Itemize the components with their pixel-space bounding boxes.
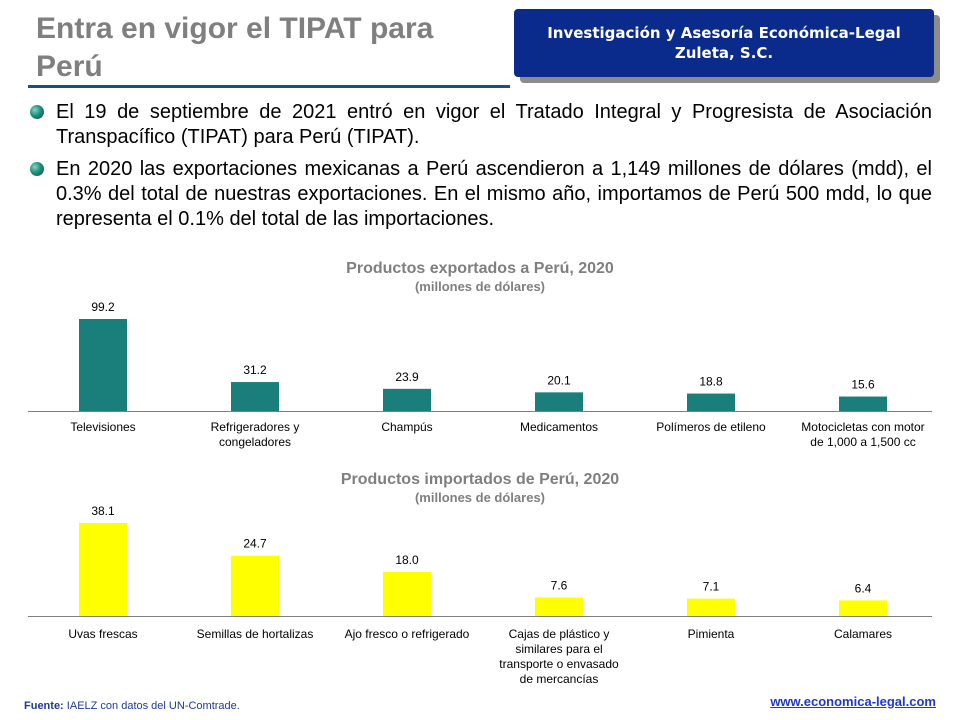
import-value-label: 38.1 [91,504,115,518]
export-value-label: 20.1 [547,373,571,387]
import-value-label: 7.1 [703,580,720,594]
bullet-text: El 19 de septiembre de 2021 entró en vig… [56,101,932,148]
bullet-item: El 19 de septiembre de 2021 entró en vig… [30,100,932,150]
export-category-label: Refrigeradores y congeladores [211,420,300,449]
export-bar [839,396,887,411]
export-bar [535,392,583,411]
export-value-label: 99.2 [91,300,115,314]
export-category-label: Medicamentos [520,420,598,434]
import-bar [535,597,583,616]
export-bar [687,393,735,411]
import-value-label: 7.6 [551,578,568,592]
source-label: Fuente: [24,700,64,712]
export-bar-chart: 99.2 Televisiones 31.2 Refrigeradores y cong… [28,300,932,449]
export-value-label: 23.9 [395,370,419,384]
bullet-text: En 2020 las exportaciones mexicanas a Pe… [56,158,932,230]
import-bar [79,523,127,616]
export-bar [231,382,279,411]
import-bar [687,598,735,616]
import-chart-title: Productos importados de Perú, 2020 [340,471,620,488]
website-link[interactable]: www.economica-legal.com [770,694,936,709]
source-text: IAELZ con datos del UN-Comtrade. [66,700,240,712]
export-chart-title: Productos exportados a Perú, 2020 [346,260,614,277]
footer-source: Fuente: IAELZ con datos del UN-Comtrade. [24,700,240,712]
import-category-label: Ajo fresco o refrigerado [345,627,470,641]
import-bar [231,555,279,616]
import-value-label: 6.4 [855,581,872,595]
import-category-label: Uvas frescas [68,627,137,641]
import-category-label: Pimienta [688,627,735,641]
export-value-label: 31.2 [243,363,267,377]
export-bar [79,319,127,411]
bullet-item: En 2020 las exportaciones mexicanas a Pe… [30,157,932,232]
export-chart-subtitle: (millones de dólares) [414,279,546,294]
import-bar [839,600,887,616]
export-category-label: Champús [381,420,432,434]
export-bar [383,388,431,411]
import-bar-chart: 38.1 Uvas frescas 24.7 Semillas de hortaliz… [28,504,932,686]
import-category-label: Calamares [834,627,892,641]
bullet-sphere-icon [30,162,44,176]
export-category-label: Motocicletas con motor de 1,000 a 1,500 c… [801,420,924,449]
bullet-sphere-icon [30,105,44,119]
export-category-label: Televisiones [70,420,135,434]
export-category-label: Polímeros de etileno [656,420,766,434]
import-category-label: Semillas de hortalizas [197,627,314,641]
export-value-label: 18.8 [699,375,723,389]
company-banner: Investigación y Asesoría Económica-Legal… [514,9,934,77]
title-underline [28,85,510,88]
page-title: Entra en vigor el TIPAT para Perú [36,12,434,83]
import-value-label: 24.7 [243,537,267,551]
banner-line-2: Zuleta, S.C. [674,44,774,62]
import-bar [383,572,431,616]
import-value-label: 18.0 [395,553,419,567]
export-value-label: 15.6 [851,378,875,392]
import-chart-subtitle: (millones de dólares) [414,490,546,505]
bullet-list: El 19 de septiembre de 2021 entró en vig… [30,100,932,239]
banner-line-1: Investigación y Asesoría Económica-Legal [547,24,901,42]
import-category-label: Cajas de plástico y similares para el tran… [499,627,619,686]
